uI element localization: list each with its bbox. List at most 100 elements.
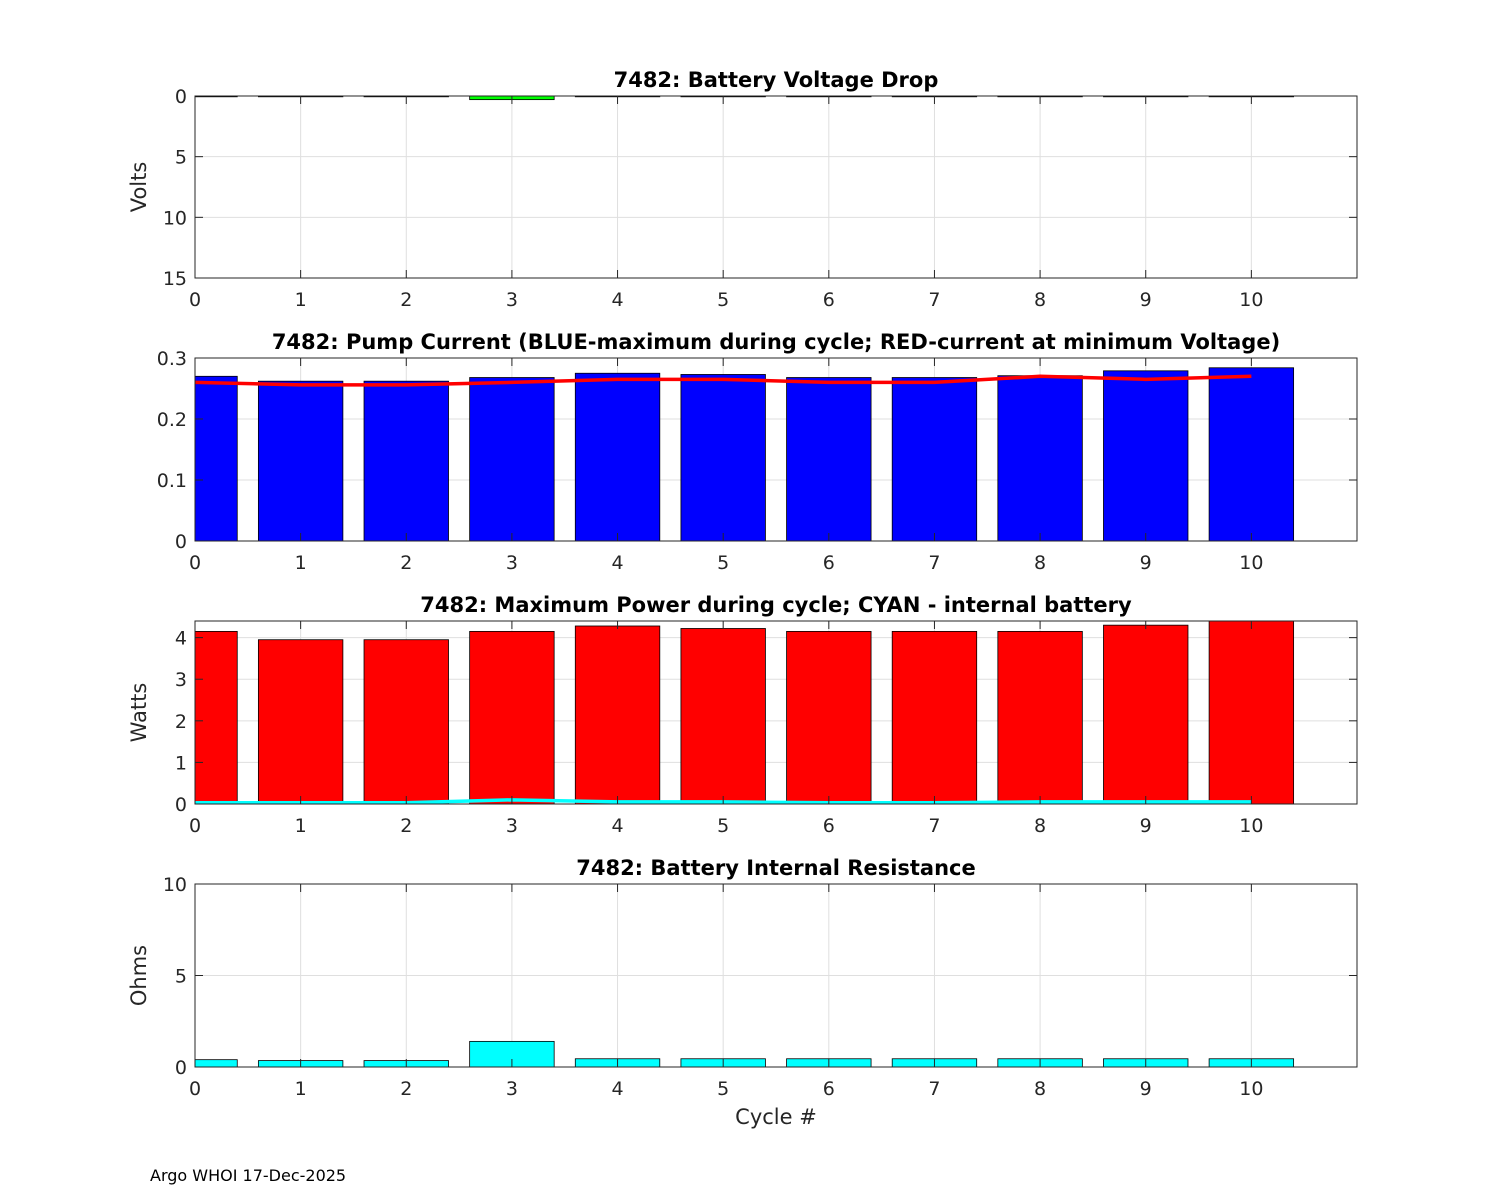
bar (997, 375, 1083, 541)
x-tick-label: 7 (928, 289, 940, 311)
x-tick-label: 0 (189, 815, 201, 837)
x-tick-label: 6 (823, 289, 835, 311)
axes-box (194, 357, 1358, 542)
x-tick-label: 7 (928, 1078, 940, 1100)
x-tick-label: 1 (295, 289, 307, 311)
y-axis-label: Watts (127, 683, 151, 743)
x-tick-label: 3 (506, 289, 518, 311)
x-tick-label: 5 (717, 289, 729, 311)
x-tick-label: 4 (611, 552, 623, 574)
y-tick-label: 10 (163, 207, 187, 229)
x-tick-label: 6 (823, 815, 835, 837)
chart-title: 7482: Battery Voltage Drop (614, 68, 939, 92)
y-tick-label: 1 (175, 752, 187, 774)
x-tick-label: 2 (400, 1078, 412, 1100)
x-tick-label: 2 (400, 815, 412, 837)
bar (680, 374, 766, 541)
x-tick-label: 5 (717, 552, 729, 574)
bar (891, 630, 978, 804)
x-tick-label: 4 (611, 815, 623, 837)
x-tick-label: 2 (400, 552, 412, 574)
chart-title: 7482: Maximum Power during cycle; CYAN -… (420, 593, 1132, 617)
bar (363, 639, 449, 804)
x-tick-label: 9 (1140, 1078, 1152, 1100)
bar (469, 630, 555, 804)
bar (891, 377, 978, 541)
subplot-2: 0 1 2 3 4 5 6 7 8 9 10 0 0.1 0.2 0.3 7482: Pump Current… (157, 330, 1358, 574)
bar (257, 639, 344, 804)
x-tick-label: 0 (189, 1078, 201, 1100)
bar (786, 630, 872, 804)
x-tick-label: 4 (611, 289, 623, 311)
bar (574, 625, 661, 804)
x-tick-label: 9 (1140, 815, 1152, 837)
bar (1103, 370, 1189, 541)
footer-text: Argo WHOI 17-Dec-2025 (150, 1166, 347, 1185)
bar (1208, 621, 1295, 804)
axes-box (194, 620, 1358, 805)
x-tick-label: 8 (1034, 289, 1046, 311)
y-tick-label: 2 (175, 711, 187, 733)
bar (195, 630, 238, 804)
x-tick-label: 8 (1034, 815, 1046, 837)
x-tick-label: 3 (506, 815, 518, 837)
y-axis-label: Ohms (127, 945, 151, 1006)
y-tick-label: 0 (175, 86, 187, 108)
bar (469, 377, 555, 541)
y-axis-label: Volts (127, 162, 151, 213)
y-tick-label: 0 (175, 531, 187, 553)
chart-title: 7482: Battery Internal Resistance (576, 856, 976, 880)
bar (363, 380, 449, 541)
x-tick-label: 6 (823, 552, 835, 574)
bar (1103, 624, 1189, 804)
x-tick-label: 3 (506, 552, 518, 574)
y-tick-label: 5 (175, 147, 187, 169)
x-tick-label: 6 (823, 1078, 835, 1100)
subplot-4: 0 1 2 3 4 5 6 7 8 9 10 0 5 10 7482: Battery Internal R… (127, 856, 1358, 1129)
plot-content (195, 621, 1295, 804)
bar (680, 628, 766, 804)
y-tick-label: 0.2 (157, 409, 187, 431)
x-tick-label: 8 (1034, 1078, 1046, 1100)
x-tick-label: 10 (1239, 289, 1263, 311)
x-tick-label: 9 (1140, 289, 1152, 311)
y-tick-label: 0 (175, 794, 187, 816)
x-tick-label: 9 (1140, 552, 1152, 574)
bar (1208, 367, 1295, 541)
y-tick-label: 0 (175, 1057, 187, 1079)
x-tick-label: 1 (295, 552, 307, 574)
y-tick-label: 15 (163, 268, 187, 290)
bar (786, 377, 872, 541)
subplot-1: 0 1 2 3 4 5 6 7 8 9 10 0 5 10 15 7482: Battery Voltage … (127, 68, 1358, 311)
x-tick-label: 2 (400, 289, 412, 311)
plot-area (195, 96, 1357, 278)
chart-title: 7482: Pump Current (BLUE-maximum during … (272, 330, 1280, 354)
y-tick-label: 3 (175, 669, 187, 691)
subplot-3: 0 1 2 3 4 5 6 7 8 9 10 0 1 2 3 4 7482: Maximum Power dur… (127, 593, 1358, 837)
x-tick-label: 1 (295, 815, 307, 837)
bar (997, 630, 1083, 804)
axes-box (194, 95, 1358, 279)
x-tick-label: 10 (1239, 552, 1263, 574)
y-tick-label: 4 (175, 628, 187, 650)
x-tick-label: 10 (1239, 815, 1263, 837)
y-tick-label: 10 (163, 874, 187, 896)
bar (195, 1059, 238, 1067)
x-tick-label: 7 (928, 552, 940, 574)
x-tick-label: 8 (1034, 552, 1046, 574)
plot-content (195, 367, 1295, 541)
bar (257, 380, 344, 541)
series-line (195, 374, 1252, 387)
y-tick-label: 0.3 (157, 348, 187, 370)
y-tick-label: 5 (175, 966, 187, 988)
x-tick-label: 5 (717, 1078, 729, 1100)
x-axis-label: Cycle # (735, 1105, 817, 1129)
x-tick-label: 1 (295, 1078, 307, 1100)
bar (574, 372, 661, 541)
x-tick-label: 10 (1239, 1078, 1263, 1100)
x-tick-label: 0 (189, 289, 201, 311)
y-tick-label: 0.1 (157, 470, 187, 492)
x-tick-label: 4 (611, 1078, 623, 1100)
x-tick-label: 7 (928, 815, 940, 837)
